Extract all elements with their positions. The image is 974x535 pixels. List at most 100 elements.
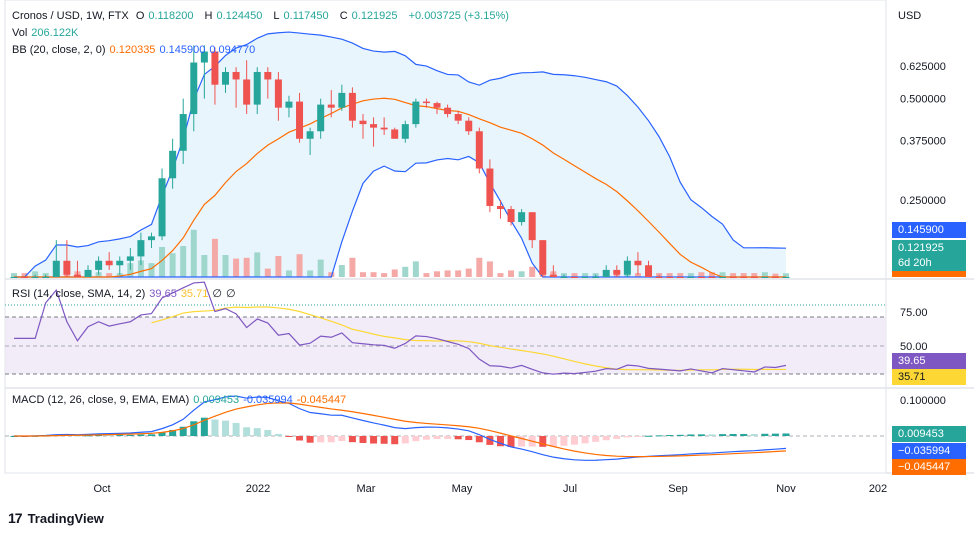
macd-histogram-bar (613, 436, 621, 439)
candle-body (518, 212, 526, 223)
macd-histogram-bar (602, 436, 610, 441)
candle-body (296, 101, 304, 139)
macd-histogram-bar (570, 436, 578, 445)
rsi-badge: 39.65 (892, 353, 966, 369)
macd-histogram-bar (412, 436, 420, 442)
candle-body (528, 212, 536, 241)
macd-histogram-bar (507, 436, 515, 447)
candle-body (274, 79, 282, 108)
candle-body (623, 260, 631, 275)
candle-body (782, 277, 790, 278)
volume-bar (730, 273, 737, 277)
macd-histogram-bar (771, 433, 779, 436)
macd-signal-value: -0.045447 (296, 394, 347, 406)
bb-fill (14, 32, 786, 278)
volume-bar (222, 255, 229, 277)
volume-bar (508, 270, 515, 277)
volume-bar (106, 273, 113, 277)
volume-bar (285, 270, 292, 277)
volume-bar (708, 272, 715, 277)
tradingview-logo[interactable]: 17 TradingView (8, 510, 104, 526)
macd-histogram-bar (539, 436, 547, 447)
macd-histogram-bar (296, 436, 304, 441)
macd-histogram-bar (634, 436, 642, 437)
last-price-badge: 0.121925 (892, 240, 966, 256)
macd-histogram-bar (73, 435, 81, 437)
candle-body (137, 240, 145, 257)
candle-body (507, 209, 515, 223)
candle-body (391, 129, 399, 139)
ohlc-legend: Cronos / USD, 1W, FTX O 0.118200 H 0.12445… (12, 10, 509, 22)
macd-histogram-bar (623, 436, 631, 438)
macd-histogram-bar (782, 433, 790, 436)
candle-body (222, 71, 230, 85)
rsi-sma-badge: 35.71 (892, 369, 966, 385)
time-tick-label: Jul (563, 483, 577, 495)
volume-bar (201, 255, 208, 277)
volume-bar (476, 257, 483, 277)
volume-bar (444, 270, 451, 277)
candle-body (338, 92, 346, 108)
candle-body (539, 240, 547, 275)
bb-lower-value: 0.094770 (209, 44, 256, 56)
close-value: 0.121925 (351, 10, 398, 22)
macd-histogram-bar (401, 436, 409, 444)
candle-body (370, 124, 378, 128)
volume-bar (751, 273, 758, 277)
candle-body (21, 277, 29, 278)
macd-histogram-bar (285, 436, 293, 437)
macd-histogram-bar (422, 436, 430, 440)
candle-body (211, 51, 219, 85)
volume-bar (518, 271, 525, 277)
macd-histogram-bar (158, 432, 166, 436)
candle-body (401, 124, 409, 139)
candle-body (264, 71, 272, 80)
macd-histogram-bar (211, 419, 219, 436)
candle-body (179, 114, 187, 151)
volume-bar (307, 270, 314, 277)
candle-body (317, 104, 325, 132)
bb-basis-value: 0.120335 (109, 44, 156, 56)
volume-bar (529, 266, 536, 277)
macd-histogram-bar (253, 428, 261, 436)
brand-label: TradingView (27, 510, 104, 526)
rsi-line (14, 281, 787, 375)
macd-histogram-bar (687, 434, 695, 436)
countdown-badge: 6d 20h (892, 255, 966, 271)
candle-body (454, 114, 462, 121)
volume-bar (719, 272, 726, 277)
candle-body (126, 256, 134, 261)
candle-body (285, 101, 293, 108)
volume-bar (180, 246, 187, 277)
macd-histogram-bar (348, 436, 356, 443)
volume-bar (465, 268, 472, 277)
macd-histogram-bar (327, 436, 335, 443)
candle-body (676, 277, 684, 278)
open-value: 0.118200 (148, 10, 194, 22)
volume-bar (243, 257, 250, 277)
volume-bar (666, 273, 673, 277)
candle-body (73, 274, 81, 277)
volume-bar (698, 272, 705, 277)
macd-histogram-bar (518, 436, 526, 447)
bb-upper-line (14, 31, 787, 278)
volume-bar (455, 270, 462, 277)
macd-histogram-bar (486, 436, 494, 445)
macd-histogram-bar (391, 436, 399, 445)
volume-bar (402, 266, 409, 277)
candle-body (200, 51, 208, 63)
currency-label: USD (898, 10, 922, 22)
bb-legend: BB (20, close, 2, 0) 0.120335 0.145900 0.09… (12, 44, 256, 56)
volume-bar (169, 253, 176, 277)
macd-histogram-bar (581, 436, 589, 444)
macd-histogram-bar (179, 426, 187, 436)
macd-tick-label: 0.100000 (900, 395, 946, 407)
candle-body (560, 277, 568, 278)
volume-bar (127, 263, 134, 277)
volume-bar (137, 260, 144, 277)
macd-histogram-bar (116, 435, 124, 437)
macd-histogram-bar (666, 435, 674, 437)
candle-body (729, 277, 737, 278)
macd-histogram-bar (475, 436, 483, 443)
